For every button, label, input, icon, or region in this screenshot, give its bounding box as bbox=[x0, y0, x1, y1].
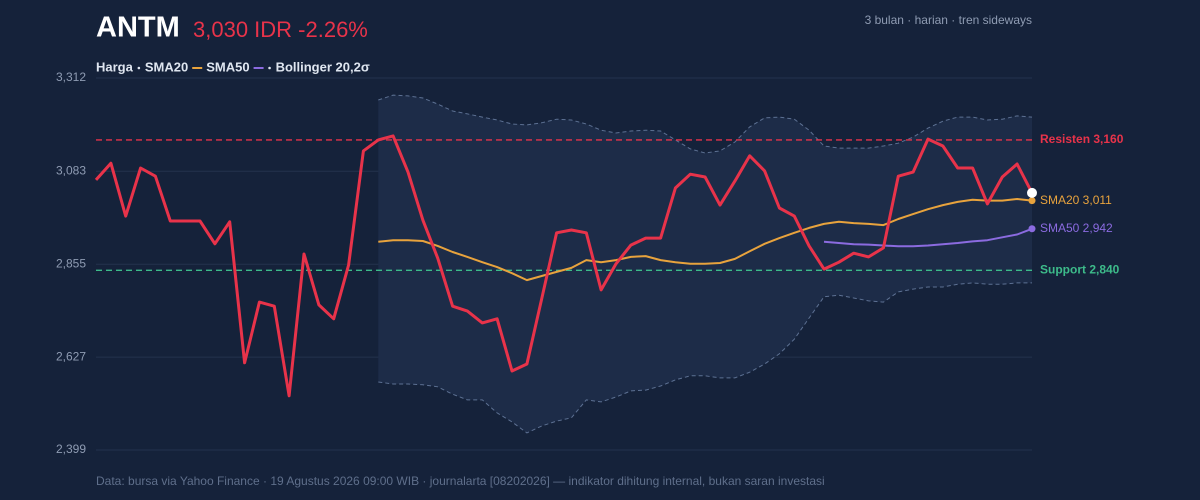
last-price-marker bbox=[1027, 187, 1037, 198]
legend-separator bbox=[137, 66, 141, 70]
chart-footer: Data: bursa via Yahoo Finance · 19 Agust… bbox=[96, 474, 825, 488]
chart-subtitle: 3,030 IDR -2.26% bbox=[193, 17, 368, 42]
legend-separator bbox=[268, 66, 271, 70]
legend-label: SMA50 bbox=[206, 59, 249, 74]
end-marker bbox=[1028, 197, 1036, 205]
y-tick-label: 3,083 bbox=[56, 163, 86, 177]
legend-label: Bollinger 20,2σ bbox=[276, 59, 370, 74]
chart-title: ANTM bbox=[96, 12, 180, 44]
y-tick-label: 2,855 bbox=[56, 256, 86, 270]
end-marker bbox=[1028, 225, 1036, 233]
y-tick-label: 2,627 bbox=[56, 349, 86, 363]
series-line bbox=[94, 134, 1034, 398]
chart-note: 3 bulan · harian · tren sideways bbox=[865, 13, 1032, 27]
bollinger-lower bbox=[378, 282, 1032, 434]
y-tick-label: 2,399 bbox=[56, 442, 86, 456]
end-label: SMA50 2,942 bbox=[1040, 221, 1113, 235]
end-label: SMA20 3,011 bbox=[1040, 193, 1112, 207]
legend-label: SMA20 bbox=[145, 59, 188, 74]
legend: Harga SMA20 SMA50 Bollinger 20,2σ bbox=[96, 59, 370, 74]
series-line bbox=[823, 227, 1033, 248]
level-label: Support 2,840 bbox=[1040, 262, 1120, 276]
y-tick-label: 3,312 bbox=[56, 70, 86, 84]
bollinger-upper bbox=[378, 94, 1033, 154]
legend-label: Harga bbox=[96, 59, 134, 74]
series-line bbox=[378, 198, 1033, 282]
level-label: Resisten 3,160 bbox=[1040, 132, 1124, 146]
